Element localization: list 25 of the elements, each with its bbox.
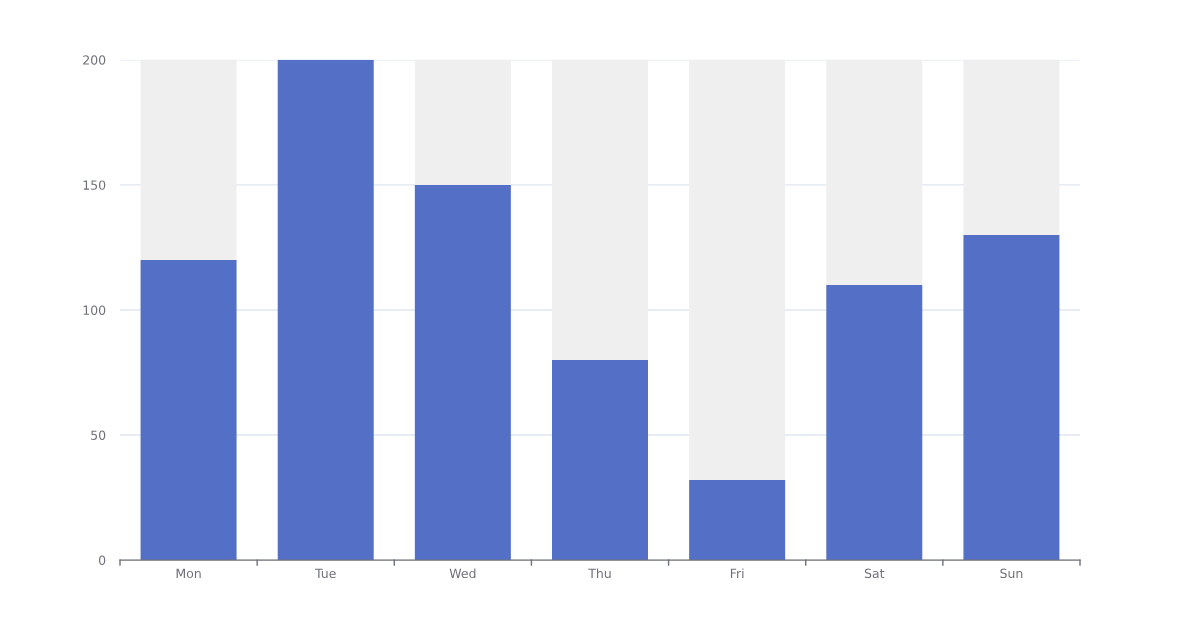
bar bbox=[552, 359, 648, 561]
y-tick-label: 200 bbox=[83, 55, 106, 65]
x-tick-label: Wed bbox=[449, 568, 476, 579]
bar bbox=[414, 59, 511, 185]
bar bbox=[689, 480, 786, 561]
bar bbox=[140, 59, 237, 260]
bar bbox=[826, 59, 923, 285]
bar bbox=[689, 59, 786, 481]
x-tick-label: Thu bbox=[588, 568, 611, 579]
x-tick-label: Mon bbox=[176, 568, 201, 579]
y-tick-label: 50 bbox=[91, 430, 106, 440]
y-tick-label: 0 bbox=[98, 555, 106, 565]
x-tick-label: Sat bbox=[864, 568, 885, 579]
bar bbox=[552, 59, 648, 360]
bar bbox=[414, 184, 511, 561]
bar bbox=[826, 284, 923, 561]
bar bbox=[963, 234, 1060, 561]
y-tick-label: 150 bbox=[83, 180, 106, 190]
bar bbox=[140, 259, 237, 561]
x-tick-label: Sun bbox=[1000, 568, 1023, 579]
x-tick-label: Tue bbox=[315, 568, 336, 579]
y-tick-label: 100 bbox=[83, 305, 106, 315]
x-tick-label: Fri bbox=[730, 568, 744, 578]
bar bbox=[277, 59, 374, 561]
bar bbox=[963, 59, 1060, 235]
